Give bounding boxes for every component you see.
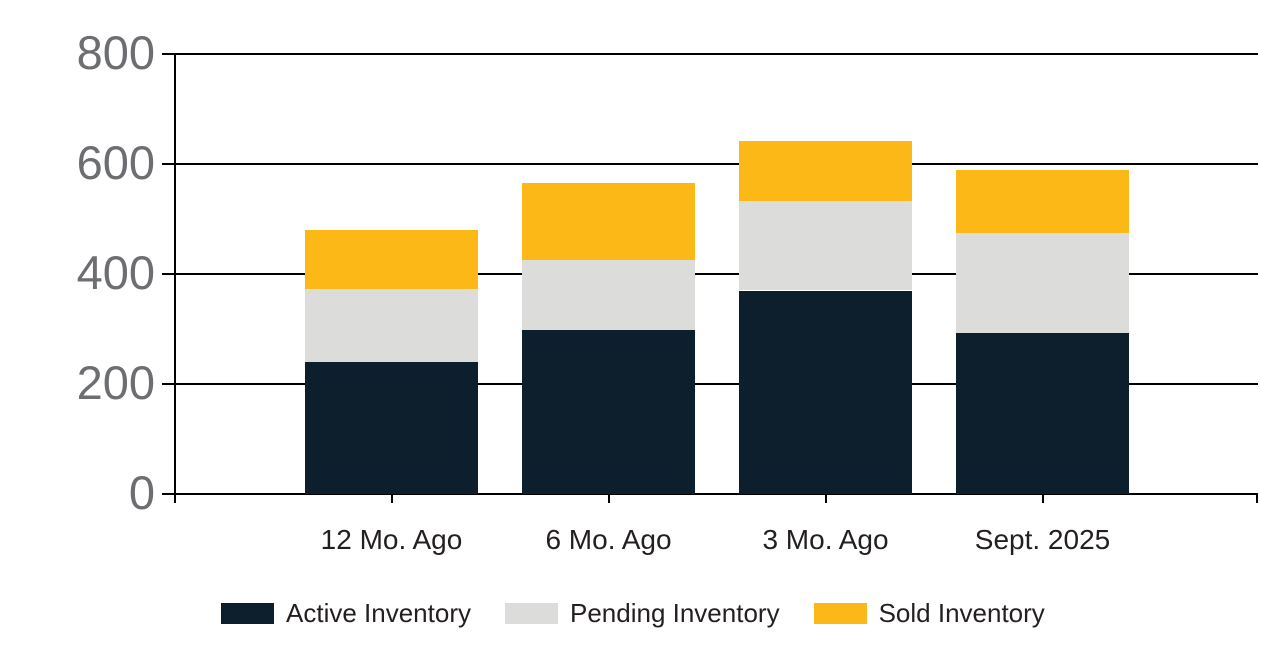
x-axis-tick bbox=[824, 494, 827, 503]
x-axis-tick-label: 6 Mo. Ago bbox=[545, 524, 672, 555]
gridline bbox=[162, 383, 1258, 385]
x-axis-tick bbox=[390, 494, 393, 503]
x-axis-tick-label: 3 Mo. Ago bbox=[762, 524, 889, 555]
y-axis-tick-label: 400 bbox=[76, 246, 155, 299]
y-axis-tick-label: 200 bbox=[76, 356, 155, 409]
legend-label: Sold Inventory bbox=[878, 598, 1045, 628]
bar-segment-pending-inventory bbox=[305, 289, 478, 362]
gridline bbox=[162, 273, 1258, 275]
bar-segment-pending-inventory bbox=[956, 232, 1129, 333]
bar-segment-sold-inventory bbox=[305, 230, 478, 290]
legend-label: Pending Inventory bbox=[569, 598, 780, 628]
bar-segment-sold-inventory bbox=[956, 169, 1129, 233]
bar-segment-active-inventory bbox=[956, 332, 1129, 494]
legend-swatch-pending-inventory bbox=[504, 602, 558, 624]
bar-segment-sold-inventory bbox=[522, 182, 695, 260]
y-axis-tick-label: 600 bbox=[76, 136, 155, 189]
y-axis-line bbox=[174, 53, 176, 503]
legend-item-sold-inventory: Sold Inventory bbox=[813, 598, 1045, 628]
gridline bbox=[162, 53, 1258, 55]
bar-segment-pending-inventory bbox=[522, 259, 695, 330]
bar-segment-active-inventory bbox=[305, 362, 478, 494]
x-axis-tick bbox=[607, 494, 610, 503]
legend-label: Active Inventory bbox=[286, 598, 471, 628]
legend-swatch-active-inventory bbox=[221, 602, 274, 624]
legend-swatch-sold-inventory bbox=[813, 602, 867, 624]
bar-segment-pending-inventory bbox=[739, 201, 912, 291]
y-axis-tick-label: 800 bbox=[76, 26, 155, 79]
y-axis-tick-label: 0 bbox=[128, 466, 155, 519]
x-axis-tick bbox=[1041, 494, 1044, 503]
x-axis-line bbox=[162, 493, 1258, 495]
x-axis-tick-label: Sept. 2025 bbox=[974, 524, 1111, 555]
gridline bbox=[162, 163, 1258, 165]
bar-segment-sold-inventory bbox=[739, 140, 912, 202]
bar-segment-active-inventory bbox=[739, 290, 912, 494]
bar-segment-active-inventory bbox=[522, 329, 695, 494]
x-axis-tick-label: 12 Mo. Ago bbox=[320, 524, 463, 555]
x-axis-end-tick bbox=[1256, 494, 1258, 503]
legend-item-active-inventory: Active Inventory bbox=[221, 598, 471, 628]
legend-item-pending-inventory: Pending Inventory bbox=[504, 598, 780, 628]
legend: Active Inventory Pending Inventory Sold In… bbox=[221, 597, 1045, 629]
